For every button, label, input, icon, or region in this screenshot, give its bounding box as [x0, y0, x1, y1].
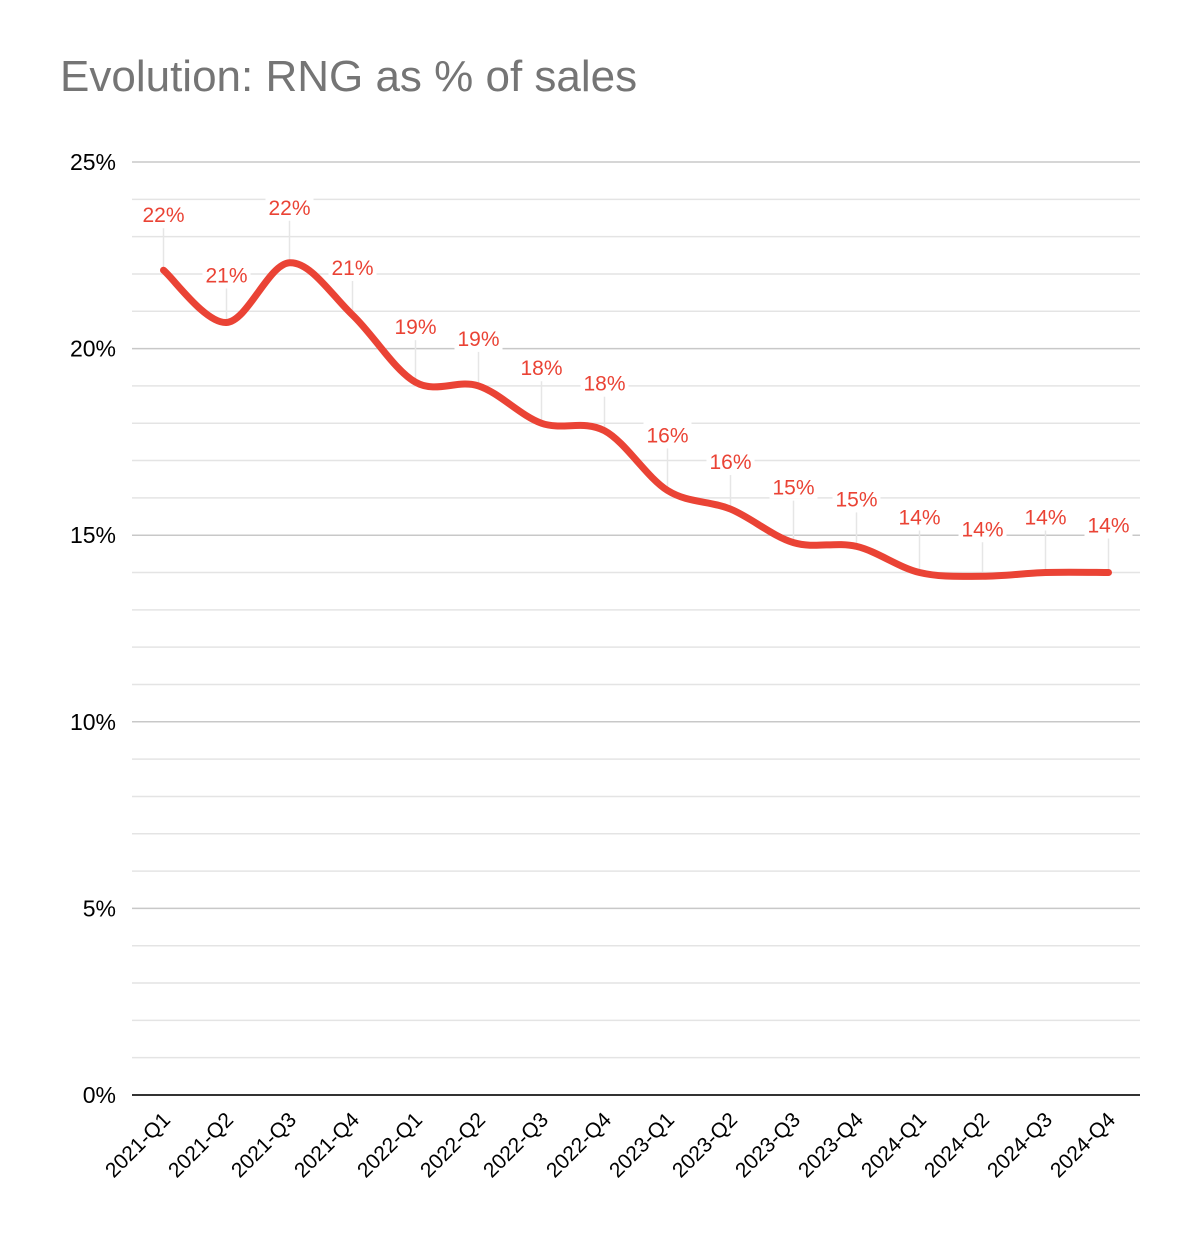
x-tick-label: 2024-Q4 [1046, 1108, 1120, 1182]
x-tick-label: 2023-Q2 [668, 1108, 742, 1182]
data-label: 15% [835, 488, 877, 511]
data-label: 18% [583, 373, 625, 396]
data-label-background [769, 474, 818, 499]
x-tick-label: 2023-Q1 [605, 1108, 679, 1182]
x-tick-label: 2024-Q3 [983, 1108, 1057, 1182]
data-label: 21% [205, 264, 247, 287]
x-tick-label: 2024-Q1 [857, 1108, 931, 1182]
data-label-background [1021, 504, 1070, 529]
x-tick-label: 2023-Q3 [731, 1108, 805, 1182]
data-label-background [643, 422, 692, 447]
series-line-layer [160, 259, 1112, 580]
data-label-background [202, 262, 251, 287]
x-tick-label: 2024-Q2 [920, 1108, 994, 1182]
x-tick-label: 2022-Q2 [416, 1108, 490, 1182]
gridlines [132, 161, 1140, 1096]
data-label: 15% [772, 477, 814, 500]
x-axis-ticks: 2021-Q12021-Q22021-Q32021-Q42022-Q12022-… [101, 1108, 1120, 1182]
y-axis-ticks: 0% 5% 10% 15% 20% 25% [70, 149, 116, 1108]
y-tick-label: 0% [83, 1082, 116, 1108]
x-tick-label: 2023-Q4 [794, 1108, 868, 1182]
data-label-background [958, 516, 1007, 541]
x-tick-label: 2021-Q4 [290, 1108, 364, 1182]
data-label: 18% [520, 357, 562, 380]
data-label: 19% [394, 316, 436, 339]
data-label: 21% [331, 257, 373, 280]
x-tick-label: 2021-Q2 [164, 1108, 238, 1182]
x-tick-label: 2021-Q3 [227, 1108, 301, 1182]
data-label: 16% [646, 424, 688, 447]
series-line [160, 259, 1112, 580]
data-label-background [265, 194, 314, 219]
data-label: 14% [898, 507, 940, 530]
data-label: 22% [268, 197, 310, 220]
data-label-background [328, 255, 377, 280]
x-tick-label: 2022-Q3 [479, 1108, 553, 1182]
x-tick-label: 2021-Q1 [101, 1108, 175, 1182]
x-tick-label: 2022-Q4 [542, 1108, 616, 1182]
data-label-background [580, 370, 629, 395]
data-label-background [139, 202, 188, 227]
y-tick-label: 20% [70, 336, 116, 362]
y-tick-label: 15% [70, 522, 116, 548]
data-label: 19% [457, 328, 499, 351]
data-labels: 22% 21% 22% 21% 19% 19% 18% 18% 16% 16% 15% 15% 14% 1… [139, 194, 1133, 541]
data-label-background [454, 325, 503, 350]
data-label: 16% [709, 451, 751, 474]
y-tick-label: 10% [70, 709, 116, 735]
data-label-background [391, 314, 440, 339]
x-tick-label: 2022-Q1 [353, 1108, 427, 1182]
data-label: 14% [961, 518, 1003, 541]
data-label-background [706, 449, 755, 474]
data-label: 22% [142, 204, 184, 227]
data-label: 14% [1087, 515, 1129, 538]
data-label-leaders [162, 220, 1110, 577]
data-label-background [1084, 512, 1133, 537]
chart-title: Evolution: RNG as % of sales [60, 52, 638, 101]
data-label-background [832, 486, 881, 511]
data-label: 14% [1024, 507, 1066, 530]
y-tick-label: 25% [70, 149, 116, 175]
y-tick-label: 5% [83, 895, 116, 921]
data-label-background [517, 355, 566, 380]
data-label-background [895, 504, 944, 529]
